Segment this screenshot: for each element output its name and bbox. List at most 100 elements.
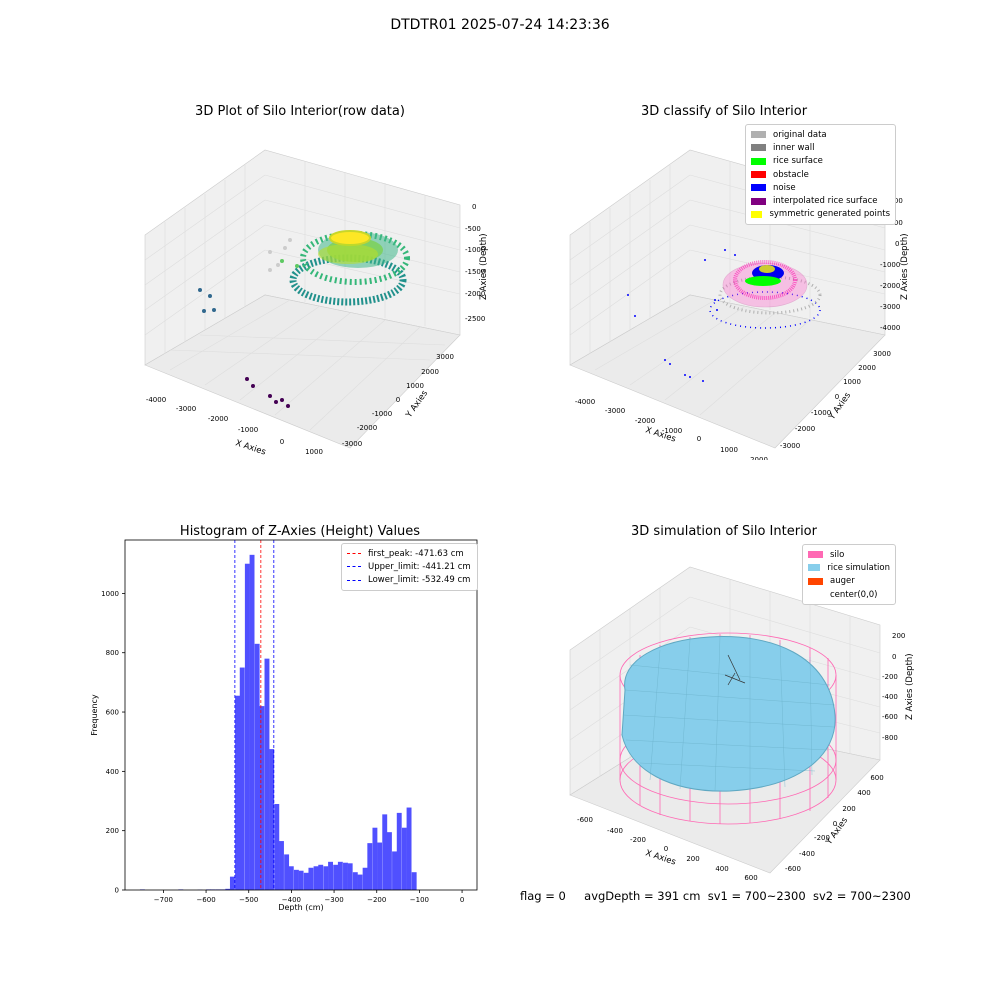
classify-xtick: 0 [697, 435, 701, 443]
legend-item: rice surface [751, 155, 890, 168]
classify-plot-title: 3D classify of Silo Interior [640, 104, 808, 119]
histogram-bar [259, 706, 265, 890]
legend-swatch [751, 157, 766, 165]
classify-ztick: -4000 [880, 324, 900, 332]
histogram-xtick-label: −700 [154, 896, 173, 904]
histogram-xlabel: Depth (cm) [278, 903, 323, 912]
simulation-ytick: 0 [833, 820, 837, 828]
raw-3d-plot: -4000 -3000 -2000 -1000 0 1000 3000 2000… [144, 149, 489, 458]
raw-ztick: -1500 [465, 268, 485, 276]
simulation-3d-plot: -600 -400 -200 0 200 400 600 600 400 200… [569, 566, 915, 882]
raw-ztick: -2000 [465, 290, 485, 298]
histogram-bar [337, 861, 343, 890]
histogram-bar [308, 867, 314, 890]
simulation-ytick: 600 [870, 774, 883, 782]
legend-label: obstacle [773, 169, 809, 180]
simulation-ytick: -400 [799, 850, 815, 858]
legend-swatch [347, 566, 361, 568]
legend-swatch [751, 144, 766, 152]
histogram-xtick-label: −500 [239, 896, 258, 904]
legend-item: Lower_limit: -532.49 cm [347, 574, 472, 587]
raw-zlabel: Z Axies (Depth) [479, 233, 489, 300]
legend-item: center(0,0) [808, 588, 890, 601]
simulation-ztick: -600 [882, 713, 898, 721]
legend-swatch [808, 551, 823, 559]
simulation-legend: silo rice simulation auger center(0,0) [802, 544, 896, 606]
simulation-ztick: 200 [892, 632, 905, 640]
histogram-title: Histogram of Z-Axies (Height) Values [179, 524, 421, 539]
histogram-bar [274, 803, 280, 890]
simulation-xtick: 400 [715, 865, 728, 873]
histogram-bar [328, 861, 333, 890]
histogram-bar [367, 843, 373, 890]
histogram-bar [313, 866, 319, 890]
legend-swatch [751, 131, 766, 139]
histogram-ytick-label: 200 [106, 827, 119, 835]
legend-swatch [808, 591, 823, 598]
histogram-bar [411, 872, 417, 890]
histogram-bar [323, 866, 329, 890]
histogram-bar [352, 872, 358, 890]
histogram-bar [284, 854, 290, 890]
classify-ytick: -3000 [780, 442, 800, 450]
simulation-ztick: -200 [882, 673, 898, 681]
legend-swatch [347, 579, 361, 581]
raw-ztick: 0 [472, 203, 476, 211]
histogram-bar [269, 749, 275, 890]
legend-swatch [751, 210, 763, 218]
simulation-ztick: 0 [892, 653, 896, 661]
classify-ytick: 1000 [843, 378, 861, 386]
histogram-chart: −700 −600 −500 −400 −300 −200 −100 0 0 200 400 600… [90, 539, 478, 912]
raw-ytick: 1000 [406, 382, 424, 390]
legend-label: rice simulation [827, 562, 890, 573]
legend-item: Upper_limit: -441.21 cm [347, 560, 472, 573]
histogram-bar [229, 876, 235, 890]
histogram-xtick-label: 0 [460, 896, 464, 904]
classify-ztick: -3000 [880, 303, 900, 311]
histogram-bar [392, 851, 397, 890]
raw-ytick: 2000 [421, 368, 439, 376]
raw-ytick: -3000 [342, 440, 362, 448]
legend-swatch [808, 577, 823, 585]
histogram-ytick-label: 0 [115, 887, 119, 895]
histogram-ytick-label: 600 [106, 709, 119, 717]
legend-swatch [751, 171, 766, 179]
legend-label: center(0,0) [830, 589, 878, 600]
histogram-bar [382, 814, 388, 890]
simulation-ztick: -400 [882, 693, 898, 701]
histogram-bar [401, 827, 407, 890]
histogram-bar [396, 812, 402, 890]
histogram-xtick-label: −400 [282, 896, 301, 904]
histogram-frame [124, 539, 478, 891]
raw-xtick: 0 [280, 438, 284, 446]
raw-ylabel: Y Axies [404, 388, 431, 420]
histogram-bar [343, 862, 348, 890]
simulation-ytick: -600 [785, 865, 801, 873]
histogram-xtick-label: −300 [324, 896, 343, 904]
legend-label: symmetric generated points [769, 209, 890, 220]
simulation-xtick: 0 [664, 845, 668, 853]
classify-zlabel: Z Axies (Depth) [900, 233, 910, 300]
histogram-xtick-label: −100 [410, 896, 429, 904]
simulation-plot-title: 3D simulation of Silo Interior [631, 524, 817, 539]
legend-label: rice surface [773, 156, 823, 167]
sv2-text: sv2 = 700~2300 [812, 889, 911, 903]
histogram-bar [372, 827, 378, 890]
flag-text: flag = 0 [520, 889, 566, 903]
histogram-bar [362, 867, 368, 890]
classify-ytick: 3000 [873, 350, 891, 358]
sv1-text: sv1 = 700~2300 [707, 889, 806, 903]
classify-xtick: -4000 [575, 398, 595, 406]
histogram-bar [357, 874, 363, 890]
legend-item: inner wall [751, 141, 890, 154]
classify-xtick: 2000 [750, 456, 768, 460]
simulation-xtick: -600 [577, 816, 593, 824]
histogram-bar [377, 842, 383, 890]
classify-ztick: 0 [895, 240, 899, 248]
legend-item: noise [751, 181, 890, 194]
raw-xlabel: X Axies [234, 438, 267, 457]
raw-ytick: 3000 [436, 353, 454, 361]
legend-swatch [751, 184, 766, 192]
classify-ztick: -2000 [880, 282, 900, 290]
histogram-bar [386, 832, 392, 890]
